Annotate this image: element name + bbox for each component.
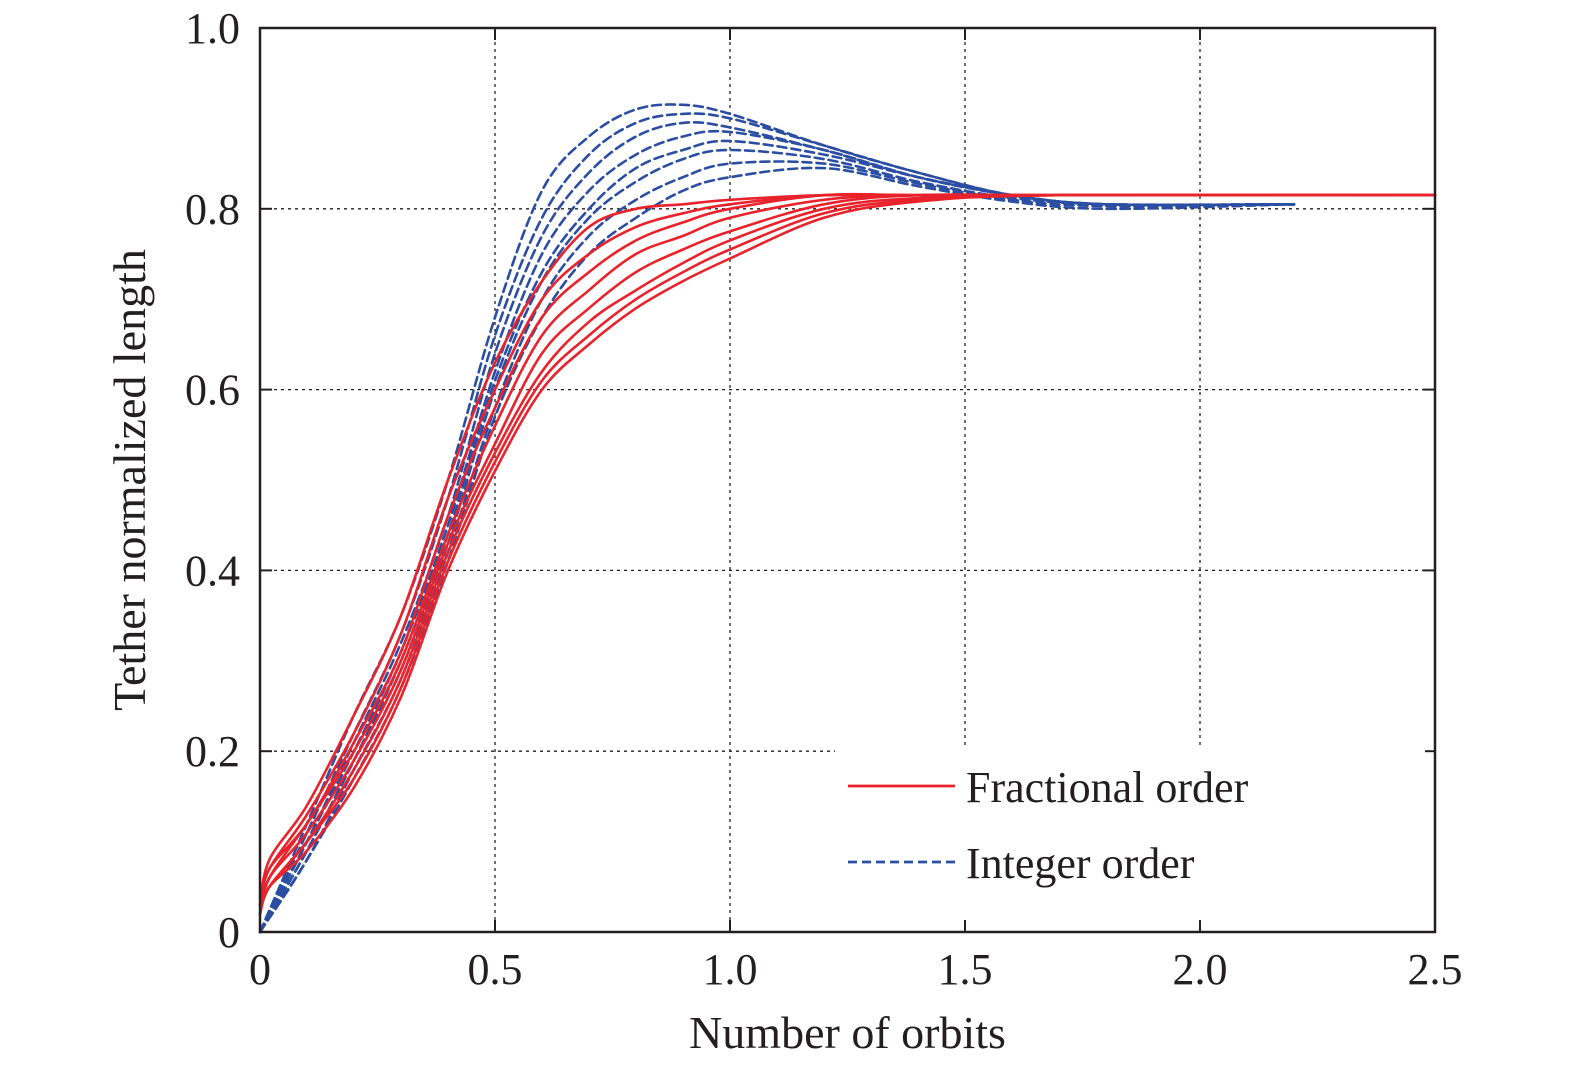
- legend: Fractional order Integer order: [835, 745, 1425, 920]
- legend-label-integer-order: Integer order: [966, 839, 1195, 888]
- integer-order-line: [258, 121, 1296, 934]
- series-lines: [258, 103, 1437, 934]
- y-tick-label: 1.0: [185, 4, 240, 53]
- x-tick-label: 0: [249, 945, 271, 994]
- x-tick-label: 2.5: [1408, 945, 1463, 994]
- x-tick-label: 1.5: [938, 945, 993, 994]
- y-tick-label: 0.8: [185, 185, 240, 234]
- x-tick-label: 1.0: [703, 945, 758, 994]
- fractional-order-line: [258, 193, 1437, 916]
- legend-background: [835, 745, 1425, 920]
- integer-order-line: [258, 139, 1296, 934]
- axis-ticks: 0 0.5 1.0 1.5 2.0 2.5 0 0.2 0.4 0.6 0.8 1.0: [185, 4, 1463, 994]
- y-tick-label: 0: [218, 908, 240, 957]
- fractional-order-line: [258, 193, 1437, 916]
- legend-label-fractional-order: Fractional order: [966, 763, 1249, 812]
- y-tick-label: 0.6: [185, 366, 240, 415]
- x-tick-label: 2.0: [1173, 945, 1228, 994]
- y-tick-label: 0.4: [185, 546, 240, 595]
- x-tick-label: 0.5: [468, 945, 523, 994]
- plot-frame: [258, 26, 1437, 934]
- x-axis-title: Number of orbits: [689, 1007, 1006, 1058]
- y-axis-title: Tether normalized length: [104, 249, 155, 711]
- y-tick-label: 0.2: [185, 727, 240, 776]
